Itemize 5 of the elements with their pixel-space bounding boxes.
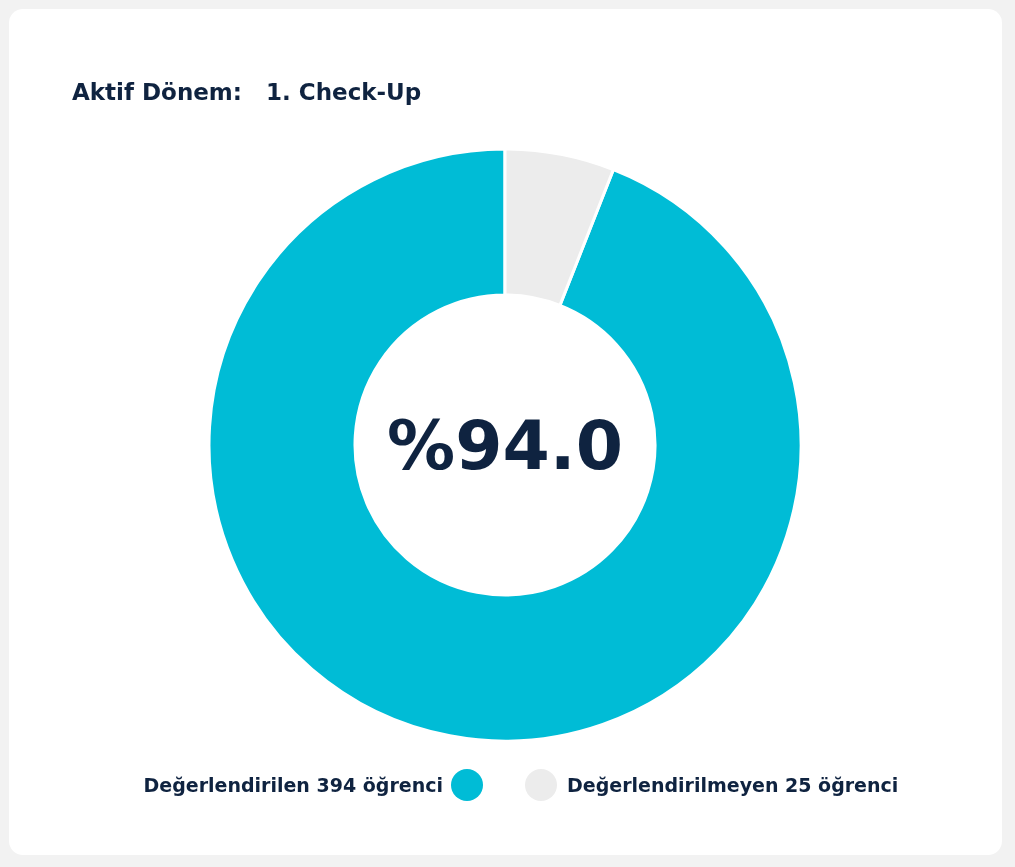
slice-label: Değerlendirilen 394 öğrenci [143, 774, 443, 796]
legend-label: Değerlendirilmeyen 25 öğrenci [567, 774, 899, 796]
chart-title: Aktif Dönem: 1. Check-Up [72, 79, 422, 105]
donut-slice [207, 147, 803, 742]
text: %94.0 [387, 406, 623, 485]
